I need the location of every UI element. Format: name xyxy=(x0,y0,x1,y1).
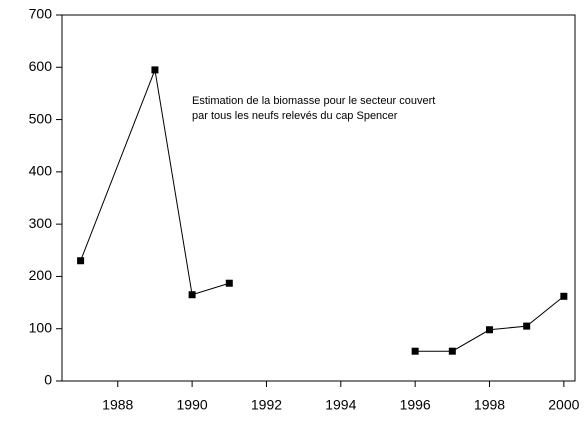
marker xyxy=(411,347,419,355)
line xyxy=(80,68,230,296)
x-tick-label: 1990 xyxy=(177,397,208,413)
x-tick-label: 1992 xyxy=(251,397,282,413)
x-tick-label: 1998 xyxy=(474,397,505,413)
marker xyxy=(523,322,531,330)
x-tick-label: 2000 xyxy=(548,397,579,413)
y-tick-label: 700 xyxy=(29,6,53,22)
x-tick-label: 1988 xyxy=(102,397,133,413)
marker xyxy=(188,291,196,299)
x-tick-label: 1994 xyxy=(325,397,356,413)
marker xyxy=(151,66,159,74)
y-tick-label: 300 xyxy=(29,215,53,231)
marker xyxy=(448,347,456,355)
line xyxy=(415,295,565,352)
marker xyxy=(560,292,568,300)
annotation: Estimation de la biomasse pour le secteu… xyxy=(192,95,435,107)
y-tick-label: 400 xyxy=(29,163,53,179)
y-tick-label: 200 xyxy=(29,267,53,283)
y-tick-label: 0 xyxy=(44,372,52,388)
y-tick-label: 500 xyxy=(29,110,53,126)
marker xyxy=(486,326,493,334)
plot-frame xyxy=(61,14,576,382)
marker xyxy=(225,279,233,287)
annotation: par tous les neufs relevés du cap Spence… xyxy=(192,110,398,122)
y-tick-label: 100 xyxy=(29,319,53,335)
x-tick-label: 1996 xyxy=(400,397,431,413)
marker xyxy=(77,257,85,265)
y-tick-label: 600 xyxy=(29,58,53,74)
